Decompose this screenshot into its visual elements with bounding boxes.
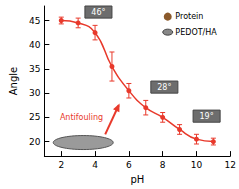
svg-text:28°: 28°	[157, 83, 171, 92]
svg-text:2: 2	[58, 160, 64, 170]
svg-text:25: 25	[29, 112, 40, 122]
svg-text:35: 35	[29, 64, 40, 74]
svg-text:pH: pH	[130, 174, 144, 185]
svg-text:6: 6	[126, 160, 132, 170]
svg-text:10: 10	[191, 160, 203, 170]
svg-text:12: 12	[225, 160, 236, 170]
svg-text:4: 4	[92, 160, 98, 170]
svg-text:Protein: Protein	[175, 12, 203, 21]
svg-text:Angle: Angle	[8, 67, 19, 95]
svg-text:19°: 19°	[200, 112, 214, 121]
svg-text:45: 45	[29, 16, 40, 26]
svg-text:30: 30	[29, 88, 41, 98]
svg-text:20: 20	[29, 137, 41, 147]
svg-text:8: 8	[160, 160, 166, 170]
svg-text:Antifouling: Antifouling	[60, 113, 103, 122]
svg-text:40: 40	[29, 40, 41, 50]
svg-text:PEDOT/HA: PEDOT/HA	[175, 28, 217, 37]
svg-text:46°: 46°	[91, 8, 105, 17]
